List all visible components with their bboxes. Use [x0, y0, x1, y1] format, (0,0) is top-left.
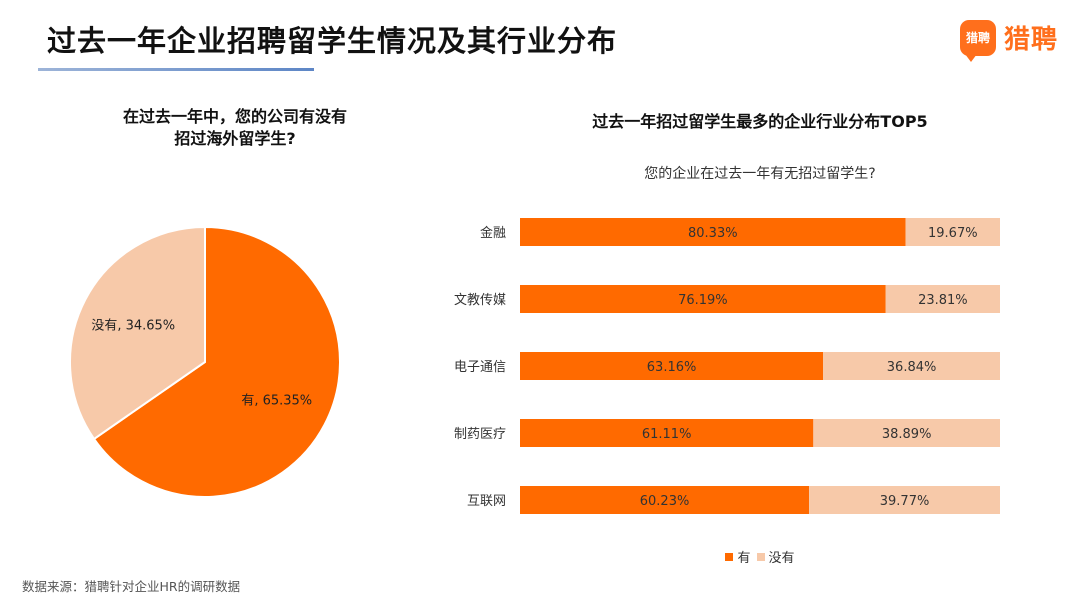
pie-title-line-2: 招过海外留学生? — [174, 129, 296, 148]
bar-segment-no — [905, 218, 1000, 246]
bar-data-label-yes: 61.11% — [642, 427, 692, 442]
pie-label-yes: 有, 65.35% — [241, 394, 312, 409]
bar-data-label-no: 36.84% — [887, 360, 937, 375]
pie-title-line-1: 在过去一年中，您的公司有没有 — [122, 107, 347, 126]
category-label: 金融 — [480, 225, 506, 241]
bar-segment-no — [823, 352, 1000, 380]
bar-segment-no — [809, 486, 1000, 514]
category-label: 文教传媒 — [454, 292, 506, 308]
bar-chart-title: 过去一年招过留学生最多的企业行业分布TOP5 — [592, 112, 928, 131]
bar-data-label-yes: 60.23% — [640, 494, 690, 509]
bar-segment-yes — [520, 218, 906, 246]
legend-item-no: 没有 — [756, 547, 795, 566]
bar-chart-legend: 有 没有 — [520, 547, 1000, 566]
bar-data-label-yes: 76.19% — [678, 293, 728, 308]
bar-segment-yes — [520, 419, 814, 447]
bar-segment-no — [813, 419, 1000, 447]
bar-segment-no — [885, 285, 1000, 313]
title-underline — [38, 68, 314, 71]
pie-label-no: 没有, 34.65% — [91, 318, 175, 333]
legend-label-yes: 有 — [737, 551, 751, 566]
logo-badge-icon: 猎聘 — [959, 19, 996, 62]
pie-chart-title: 在过去一年中，您的公司有没有 招过海外留学生? — [60, 106, 410, 150]
bar-data-label-yes: 80.33% — [688, 226, 738, 241]
bar-data-label-no: 19.67% — [928, 226, 978, 241]
bar-segment-yes — [520, 285, 886, 313]
category-label: 制药医疗 — [454, 427, 506, 442]
legend-swatch-no — [756, 552, 765, 561]
page-title: 过去一年企业招聘留学生情况及其行业分布 — [47, 24, 618, 58]
source-footnote: 数据来源：猎聘针对企业HR的调研数据 — [22, 579, 241, 594]
bar-data-label-no: 38.89% — [882, 427, 932, 442]
legend-item-yes: 有 — [725, 547, 751, 566]
bar-data-label-no: 39.77% — [880, 494, 930, 509]
bar-data-label-yes: 63.16% — [647, 360, 697, 375]
logo-text: 猎聘 — [1003, 25, 1058, 55]
legend-label-no: 没有 — [768, 551, 795, 566]
pie-chart: 有, 65.35% 没有, 34.65% — [69, 225, 341, 498]
bar-segment-yes — [520, 352, 824, 380]
legend-swatch-yes — [725, 552, 734, 561]
category-label: 互联网 — [467, 494, 506, 509]
logo-badge-text: 猎聘 — [965, 31, 990, 45]
pie-slice-yes — [92, 225, 341, 498]
bar-segment-yes — [520, 486, 810, 514]
brand-logo: 猎聘 猎聘 — [959, 19, 1058, 62]
category-label: 电子通信 — [454, 360, 506, 375]
bar-data-label-no: 23.81% — [918, 293, 968, 308]
pie-slice-no — [69, 225, 206, 441]
bar-chart: 金融 80.33% 19.67% 文教传媒 76.19% 23.81% 电子通信 63.16%… — [454, 218, 1000, 514]
bar-chart-subtitle: 您的企业在过去一年有无招过留学生? — [644, 166, 876, 182]
